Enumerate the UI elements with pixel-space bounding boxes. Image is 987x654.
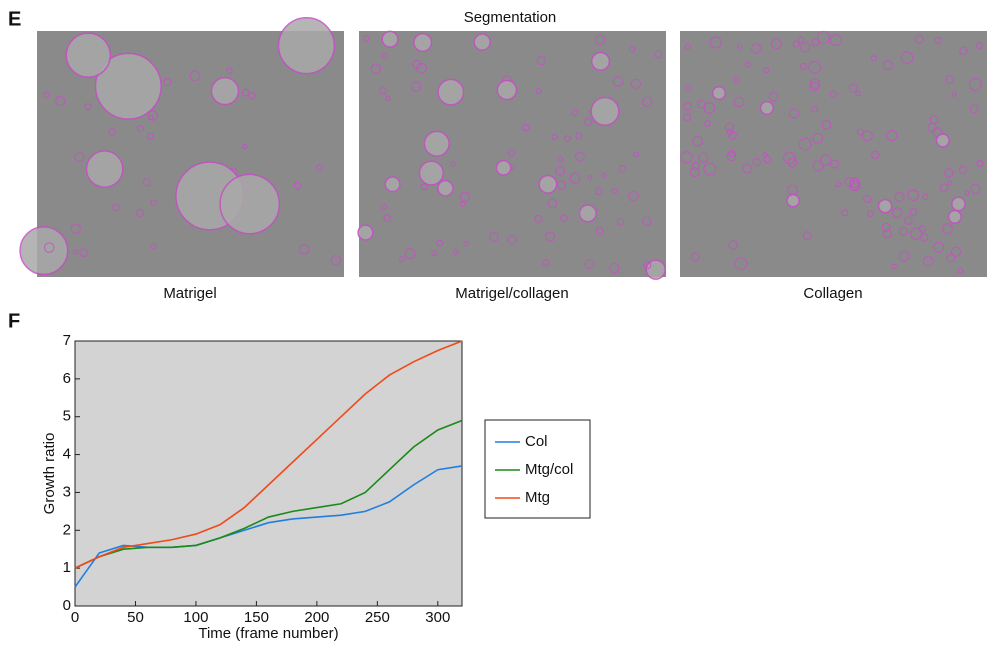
y-axis-label: Growth ratio	[41, 433, 58, 515]
segmented-cell	[278, 18, 334, 74]
segmented-cell	[592, 52, 610, 70]
y-tick-label: 1	[63, 559, 71, 576]
y-tick-label: 5	[63, 408, 71, 425]
y-tick-label: 7	[63, 332, 71, 349]
segmented-cell	[220, 174, 279, 233]
segmented-cell	[211, 78, 238, 105]
segmented-cell	[414, 34, 432, 52]
segmented-cell	[937, 134, 950, 147]
x-tick-label: 100	[183, 609, 208, 626]
legend-label: Mtg/col	[525, 461, 573, 478]
y-tick-label: 6	[63, 370, 71, 387]
x-tick-label: 250	[365, 609, 390, 626]
segmented-cell	[496, 161, 510, 175]
segmented-cell	[438, 79, 464, 105]
legend-label: Mtg	[525, 489, 550, 506]
x-tick-label: 200	[304, 609, 329, 626]
figure: E Segmentation Matrigel Matrigel/collage…	[0, 0, 987, 649]
segmented-cell	[20, 227, 68, 275]
segmented-cell	[438, 181, 453, 196]
segmented-cell	[382, 31, 398, 47]
segmented-cell	[424, 131, 449, 156]
segmented-cell	[646, 260, 665, 279]
x-tick-label: 300	[425, 609, 450, 626]
y-tick-label: 0	[63, 597, 71, 614]
segmented-cell	[385, 177, 400, 192]
segmented-cell	[952, 197, 965, 210]
y-tick-label: 3	[63, 483, 71, 500]
microscopy-image	[359, 31, 666, 277]
panel-label: E	[8, 8, 21, 30]
y-tick-label: 2	[63, 521, 71, 538]
x-tick-label: 50	[127, 609, 144, 626]
segmented-cell	[787, 194, 799, 206]
segmented-cell	[86, 151, 122, 187]
segmented-cell	[761, 102, 774, 115]
y-tick-label: 4	[63, 446, 71, 463]
segmented-cell	[591, 98, 619, 126]
segmented-cell	[66, 33, 110, 77]
panel-label: F	[8, 310, 20, 332]
image-caption: Matrigel	[163, 285, 216, 302]
image-row	[20, 18, 987, 279]
legend-label: Col	[525, 433, 548, 450]
segmented-cell	[949, 210, 962, 223]
segmented-cell	[474, 34, 490, 50]
segmented-cell	[879, 200, 892, 213]
x-tick-label: 0	[71, 609, 79, 626]
segmented-cell	[497, 80, 516, 99]
segmented-cell	[713, 87, 726, 100]
segmented-cell	[419, 161, 443, 185]
microscopy-image	[680, 31, 987, 277]
segmented-cell	[539, 176, 557, 194]
x-tick-label: 150	[244, 609, 269, 626]
plot-area	[75, 341, 462, 606]
panel-title: Segmentation	[464, 9, 557, 26]
image-caption: Matrigel/collagen	[455, 285, 568, 302]
segmented-cell	[579, 205, 596, 222]
image-caption: Collagen	[803, 285, 862, 302]
x-axis-label: Time (frame number)	[198, 625, 338, 642]
segmented-cell	[358, 225, 373, 240]
